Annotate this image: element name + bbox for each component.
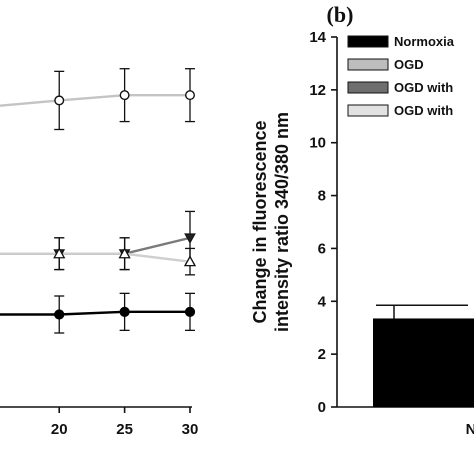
data-point [184, 306, 196, 317]
series-line [0, 310, 190, 316]
bar-chart-panel: (b) 0 2 4 6 8 10 12 14 Change in fluorescence inte… [250, 2, 474, 438]
y-tick-label: 12 [309, 82, 326, 99]
y-tick-label: 14 [309, 29, 326, 46]
data-point [119, 306, 130, 317]
data-point [184, 233, 196, 244]
x-tick-label: 30 [182, 421, 199, 438]
bar [373, 318, 474, 407]
y-tick-label: 10 [309, 135, 326, 152]
data-point [118, 247, 131, 259]
legend-label: OGD with [394, 103, 453, 118]
data-point [184, 90, 195, 101]
y-axis-label-line: intensity ratio 340/380 nm [272, 112, 292, 332]
line-chart-panel: 20 25 30 [0, 68, 199, 438]
y-tick-label: 6 [318, 240, 326, 257]
legend-label: Normoxia [394, 34, 455, 49]
legend-swatch [347, 104, 389, 117]
legend-swatch [347, 35, 389, 48]
y-tick-label: 0 [318, 399, 326, 416]
data-point [119, 90, 130, 101]
legend-swatch [347, 58, 389, 71]
legend-label: OGD with [394, 80, 453, 95]
data-point [54, 95, 65, 106]
x-tick-label: 25 [116, 421, 133, 438]
legend-label: OGD [394, 57, 424, 72]
y-tick-label: 2 [318, 346, 326, 363]
series-line [0, 93, 190, 107]
x-tick-label: N [466, 421, 474, 438]
series-line [0, 236, 191, 255]
series-line [0, 252, 191, 263]
data-point [53, 247, 66, 259]
data-point [54, 309, 65, 320]
y-axis-label-line: Change in fluorescence [250, 120, 270, 323]
data-point [183, 255, 197, 267]
panel-label: (b) [327, 2, 354, 27]
x-tick-label: 20 [51, 421, 68, 438]
y-tick-label: 8 [318, 188, 326, 205]
y-tick-label: 4 [318, 293, 327, 310]
legend-swatch [347, 81, 389, 94]
y-axis-label: Change in fluorescence intensity ratio 34… [250, 112, 292, 332]
